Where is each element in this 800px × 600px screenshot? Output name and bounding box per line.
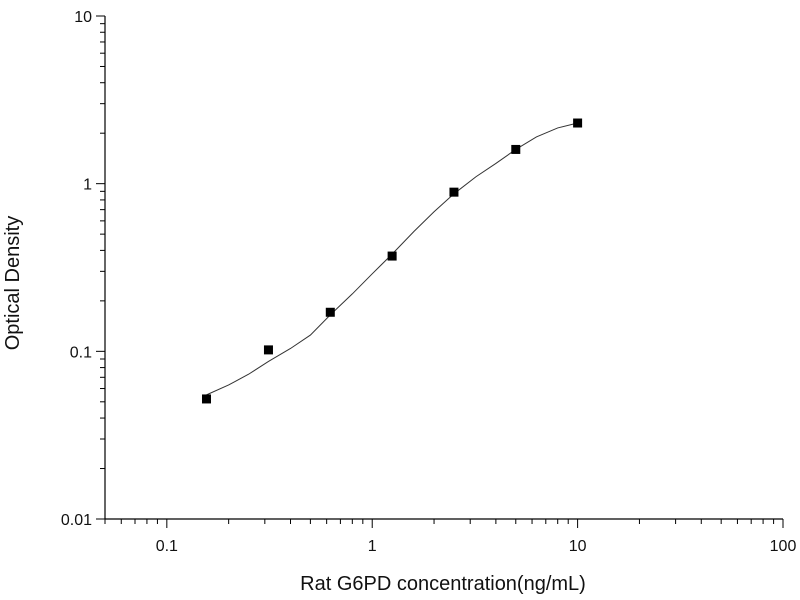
data-point xyxy=(573,118,583,128)
data-point xyxy=(449,187,459,197)
data-point xyxy=(387,251,397,261)
x-axis-title: Rat G6PD concentration(ng/mL) xyxy=(300,573,586,595)
x-tick-label: 0.1 xyxy=(156,538,178,555)
x-tick-label: 1 xyxy=(368,538,377,555)
y-axis-title: Optical Density xyxy=(2,216,24,351)
y-tick-label: 0.1 xyxy=(70,344,92,361)
data-point xyxy=(201,394,211,404)
y-tick-label: 1 xyxy=(83,177,92,194)
y-tick-label: 10 xyxy=(74,9,92,26)
data-point xyxy=(263,345,273,355)
data-point xyxy=(325,307,335,317)
y-tick-label: 0.01 xyxy=(61,512,92,529)
x-tick-label: 10 xyxy=(569,538,587,555)
data-point xyxy=(511,144,521,154)
x-tick-label: 100 xyxy=(770,538,797,555)
